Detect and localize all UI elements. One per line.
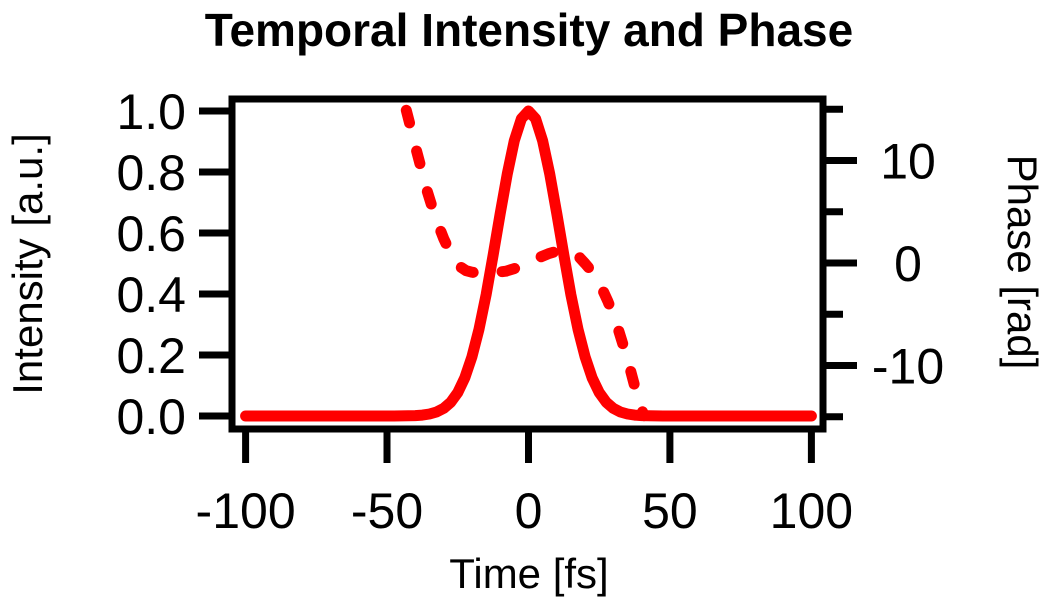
right-axis-label: Phase [rad] bbox=[999, 155, 1046, 370]
left-tick-label: 0.6 bbox=[116, 206, 186, 262]
x-tick-label: -100 bbox=[196, 483, 296, 539]
right-axis-ticks: 10 0 -10 bbox=[823, 105, 944, 421]
left-axis-label: Intensity [a.u.] bbox=[4, 133, 51, 394]
x-axis-label: Time [fs] bbox=[449, 550, 608, 597]
left-tick-label: 1.0 bbox=[116, 84, 186, 140]
intensity-curve bbox=[240, 105, 817, 422]
left-axis-ticks: 1.00.80.60.40.20.0 bbox=[116, 84, 232, 445]
x-tick-label: 0 bbox=[515, 483, 543, 539]
left-tick-label: 0.8 bbox=[116, 145, 186, 201]
plot-frame-box bbox=[228, 95, 827, 433]
right-tick-label: 10 bbox=[880, 134, 936, 190]
x-tick-label: 100 bbox=[770, 483, 853, 539]
right-tick-label: 0 bbox=[894, 236, 922, 292]
x-axis-ticks: -100 -50 0 50 100 bbox=[196, 429, 853, 539]
x-tick-label: -50 bbox=[351, 483, 423, 539]
series-lines bbox=[240, 104, 817, 422]
x-tick-label: 50 bbox=[642, 483, 698, 539]
chart-title: Temporal Intensity and Phase bbox=[205, 4, 853, 56]
left-tick-label: 0.2 bbox=[116, 328, 186, 384]
left-tick-label: 0.4 bbox=[116, 267, 186, 323]
right-tick-label: -10 bbox=[872, 339, 944, 395]
plot-frame bbox=[228, 95, 827, 433]
left-tick-label: 0.0 bbox=[116, 389, 186, 445]
phase-curve bbox=[400, 104, 650, 422]
